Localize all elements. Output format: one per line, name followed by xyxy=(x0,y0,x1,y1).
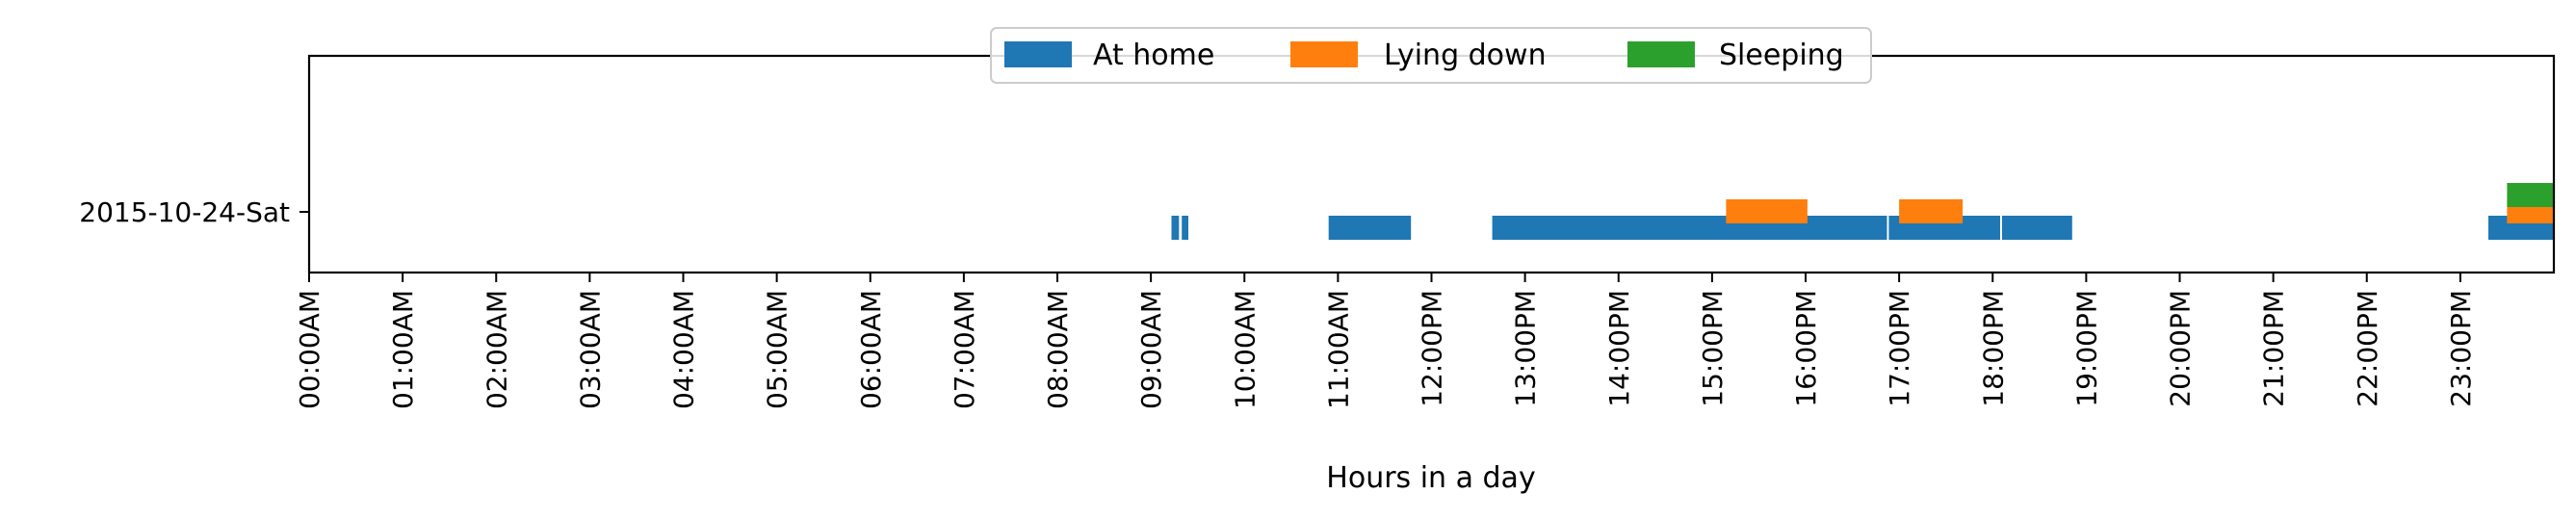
x-tick-label-8: 08:00AM xyxy=(1042,290,1074,409)
x-tick-label-6: 06:00AM xyxy=(855,290,887,409)
x-tick-label-17: 17:00PM xyxy=(1884,290,1915,407)
x-tick-label-19: 19:00PM xyxy=(2070,290,2102,407)
legend: At home Lying down Sleeping xyxy=(990,27,1872,84)
x-tick-label-13: 13:00PM xyxy=(1510,290,1542,407)
at-home-bar-3 xyxy=(1492,216,1887,240)
legend-swatch-at-home xyxy=(1004,41,1072,67)
x-tick-label-1: 01:00AM xyxy=(387,290,419,409)
x-tick-label-0: 00:00AM xyxy=(294,290,325,409)
legend-label-lying-down: Lying down xyxy=(1384,39,1547,72)
x-tick-label-4: 04:00AM xyxy=(668,290,700,409)
at-home-bar-0 xyxy=(1171,216,1180,240)
x-tick-label-18: 18:00PM xyxy=(1977,290,2009,407)
x-tick-label-16: 16:00PM xyxy=(1790,290,1822,407)
x-tick-label-3: 03:00AM xyxy=(574,290,606,409)
x-tick-label-20: 20:00PM xyxy=(2165,290,2197,407)
x-tick-label-21: 21:00PM xyxy=(2258,290,2290,407)
sleeping-bar-0 xyxy=(2507,183,2554,207)
legend-label-sleeping: Sleeping xyxy=(1719,39,1844,72)
x-tick-label-15: 15:00PM xyxy=(1697,290,1729,407)
lying-down-bar-1 xyxy=(1899,199,1964,223)
x-axis-title: Hours in a day xyxy=(1326,461,1535,495)
legend-swatch-sleeping xyxy=(1627,41,1695,67)
y-axis: 2015-10-24-Sat xyxy=(79,196,309,228)
bars-layer xyxy=(1171,183,2554,240)
legend-swatch-lying-down xyxy=(1290,41,1358,67)
x-tick-label-9: 09:00AM xyxy=(1135,290,1167,409)
x-tick-label-11: 11:00AM xyxy=(1322,290,1354,409)
legend-label-at-home: At home xyxy=(1093,39,1214,72)
at-home-bar-1 xyxy=(1182,216,1188,240)
x-tick-label-7: 07:00AM xyxy=(949,290,980,409)
x-tick-label-14: 14:00PM xyxy=(1603,290,1635,407)
x-tick-label-22: 22:00PM xyxy=(2352,290,2383,407)
plot-frame xyxy=(307,54,2556,274)
x-tick-label-23: 23:00PM xyxy=(2445,290,2477,407)
x-tick-label-10: 10:00AM xyxy=(1229,290,1261,409)
x-tick-label-5: 05:00AM xyxy=(762,290,794,409)
at-home-bar-5 xyxy=(2002,216,2072,240)
x-axis: 00:00AM 01:00AM 02:00AM 03:00AM 04:00AM 05:00… xyxy=(294,273,2477,409)
at-home-bar-2 xyxy=(1328,216,1412,240)
x-tick-label-12: 12:00PM xyxy=(1417,290,1448,407)
y-tick-label-0: 2015-10-24-Sat xyxy=(79,196,290,228)
x-tick-label-2: 02:00AM xyxy=(481,290,512,409)
lying-down-bar-0 xyxy=(1726,199,1808,223)
